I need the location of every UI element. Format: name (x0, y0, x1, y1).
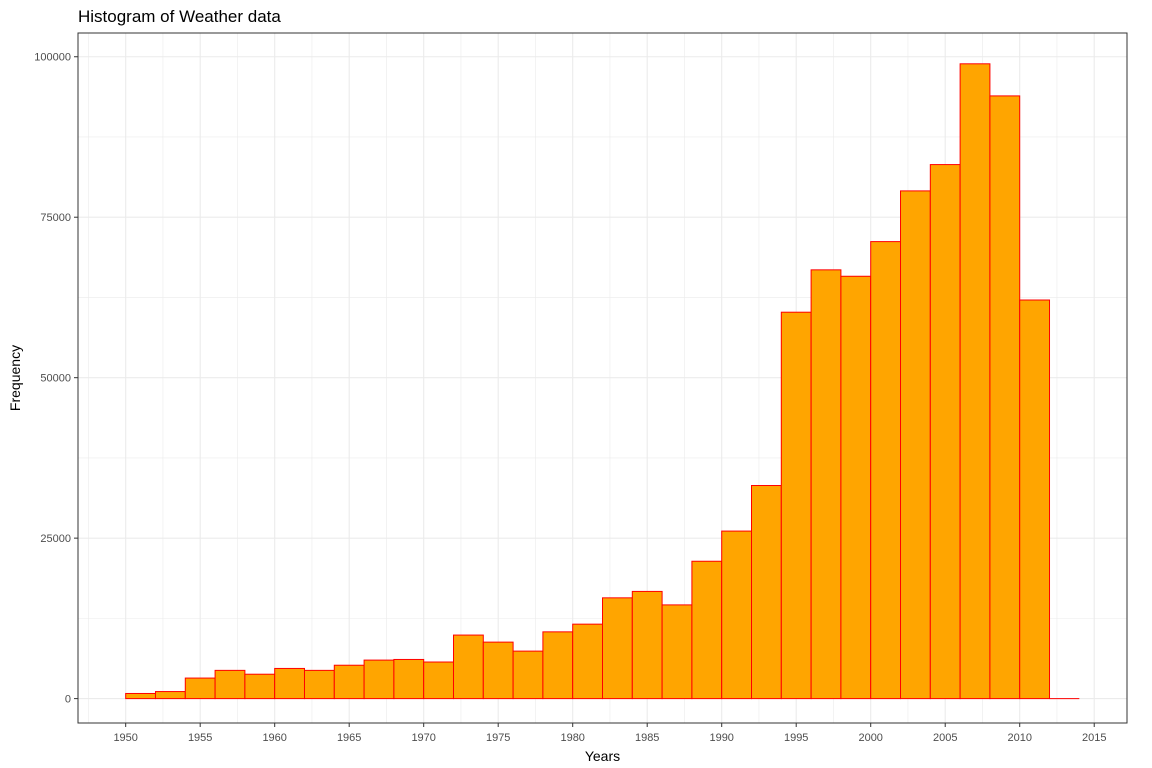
x-tick-label: 1980 (560, 732, 584, 744)
x-tick-label: 1965 (337, 732, 361, 744)
bars (125, 63, 1080, 700)
x-tick-label: 1985 (635, 732, 659, 744)
histogram-bar (125, 692, 156, 700)
histogram-bar (423, 661, 454, 700)
histogram-bar (691, 560, 723, 700)
histogram-bar (154, 691, 186, 700)
x-tick-label: 1970 (411, 732, 435, 744)
histogram-bar (333, 664, 365, 700)
histogram-bar (393, 658, 425, 700)
x-tick-label: 1995 (784, 732, 808, 744)
x-tick-label: 1955 (188, 732, 212, 744)
histogram-bar (244, 673, 276, 700)
histogram-bar (959, 63, 991, 700)
x-tick-label: 1950 (113, 732, 137, 744)
x-tick-label: 2000 (858, 732, 882, 744)
x-tick-label: 2010 (1007, 732, 1031, 744)
histogram-bar (900, 190, 931, 700)
x-tick-label: 1975 (486, 732, 510, 744)
histogram-bar (929, 164, 961, 700)
histogram-bar (780, 311, 812, 700)
y-axis: 0 25000 50000 75000 100000 (34, 52, 78, 706)
histogram-bar (870, 241, 902, 700)
histogram-bar (572, 623, 603, 700)
histogram-bar (661, 604, 693, 700)
histogram-bar (1019, 299, 1051, 700)
y-tick-label: 25000 (40, 533, 71, 545)
histogram-bar (512, 650, 544, 700)
histogram-bar (452, 634, 484, 700)
chart-title: Histogram of Weather data (78, 7, 281, 26)
histogram-bar (602, 597, 633, 700)
x-axis: 1950 1955 1960 1965 1970 1975 1980 1985 1990 1995… (113, 723, 1106, 744)
histogram-bar (751, 485, 782, 700)
histogram-bar (631, 590, 663, 700)
histogram-bar (214, 669, 246, 700)
histogram-bar (184, 677, 216, 700)
histogram-bar (274, 667, 305, 700)
x-tick-label: 2015 (1082, 732, 1106, 744)
y-tick-label: 50000 (40, 373, 71, 385)
histogram-bar (721, 530, 753, 700)
x-axis-title: Years (585, 748, 620, 764)
histogram-bar (482, 641, 514, 700)
histogram-bar (363, 659, 395, 700)
histogram-bar (542, 631, 574, 700)
histogram-bar (810, 269, 842, 700)
histogram-bar (303, 669, 335, 700)
y-axis-title: Frequency (7, 345, 23, 411)
y-tick-label: 100000 (34, 52, 71, 64)
histogram-bar (840, 275, 872, 700)
histogram-bar (989, 95, 1021, 700)
x-tick-label: 1990 (709, 732, 733, 744)
x-tick-label: 1960 (262, 732, 286, 744)
y-tick-label: 0 (65, 694, 71, 706)
x-tick-label: 2005 (933, 732, 957, 744)
y-tick-label: 75000 (40, 212, 71, 224)
